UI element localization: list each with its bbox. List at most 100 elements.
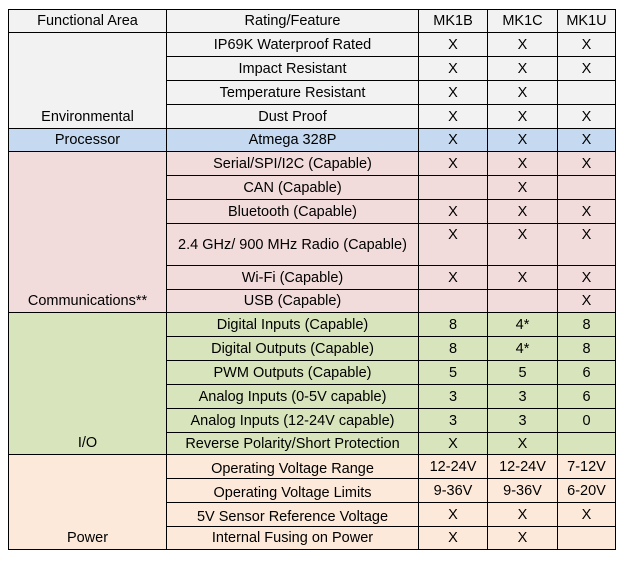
value-cell: X xyxy=(557,199,616,224)
value-cell: X xyxy=(557,32,616,57)
value-cell: 4* xyxy=(487,336,558,361)
feature-cell: Serial/SPI/I2C (Capable) xyxy=(166,151,419,176)
area-communications: Communications** xyxy=(8,151,167,313)
value-cell: 7-12V xyxy=(557,454,616,479)
feature-cell: CAN (Capable) xyxy=(166,175,419,200)
header-functional-area: Functional Area xyxy=(8,9,167,33)
value-cell: X xyxy=(557,56,616,81)
value-cell: 6-20V xyxy=(557,478,616,503)
table-row: Communications** Serial/SPI/I2C (Capable… xyxy=(8,151,616,313)
value-cell: X xyxy=(557,151,616,176)
value-cell: X xyxy=(557,265,616,290)
feature-cell: Atmega 328P xyxy=(166,128,419,152)
value-cell: 9-36V xyxy=(418,478,488,503)
value-cell: 6 xyxy=(557,360,616,385)
feature-cell: Analog Inputs (0-5V capable) xyxy=(166,384,419,409)
header-row: Functional Area Rating/Feature MK1B MK1C… xyxy=(8,9,616,33)
value-cell: 8 xyxy=(557,312,616,337)
value-cell: 3 xyxy=(487,384,558,409)
header-model-mk1u: MK1U xyxy=(557,9,616,33)
value-cell: 8 xyxy=(418,312,488,337)
feature-cell: Digital Inputs (Capable) xyxy=(166,312,419,337)
value-cell: X xyxy=(487,128,558,152)
value-cell: X xyxy=(418,104,488,129)
value-cell: X xyxy=(418,526,488,550)
area-io: I/O xyxy=(8,312,167,455)
value-cell: 9-36V xyxy=(487,478,558,503)
value-cell: X xyxy=(557,128,616,152)
value-cell: X xyxy=(557,104,616,129)
value-cell: X xyxy=(418,56,488,81)
feature-cell: 2.4 GHz/ 900 MHz Radio (Capable) xyxy=(166,223,419,266)
value-cell: 5 xyxy=(418,360,488,385)
value-cell xyxy=(487,289,558,313)
value-cell: X xyxy=(487,151,558,176)
value-cell: X xyxy=(418,80,488,105)
value-cell: 12-24V xyxy=(487,454,558,479)
value-cell: X xyxy=(418,265,488,290)
value-cell: X xyxy=(487,80,558,105)
value-cell: X xyxy=(418,432,488,455)
value-cell xyxy=(418,289,488,313)
value-cell: 5 xyxy=(487,360,558,385)
value-cell: 8 xyxy=(418,336,488,361)
value-cell: X xyxy=(557,223,616,266)
area-environmental: Environmental xyxy=(8,32,167,129)
feature-cell: Dust Proof xyxy=(166,104,419,129)
value-cell xyxy=(557,175,616,200)
value-cell: X xyxy=(487,223,558,266)
feature-cell: 5V Sensor Reference Voltage xyxy=(166,502,419,527)
value-cell: 3 xyxy=(418,408,488,433)
value-cell: 4* xyxy=(487,312,558,337)
feature-cell: Bluetooth (Capable) xyxy=(166,199,419,224)
value-cell: X xyxy=(418,223,488,266)
table-row: Processor Atmega 328P X X X xyxy=(8,128,616,152)
value-cell xyxy=(557,526,616,550)
table-row: Impact Resistant X X X xyxy=(8,56,616,81)
feature-cell: Analog Inputs (12-24V capable) xyxy=(166,408,419,433)
feature-cell: Digital Outputs (Capable) xyxy=(166,336,419,361)
feature-cell: Operating Voltage Limits xyxy=(166,478,419,503)
header-rating-feature: Rating/Feature xyxy=(166,9,419,33)
value-cell: X xyxy=(418,199,488,224)
value-cell: X xyxy=(487,526,558,550)
value-cell: 12-24V xyxy=(418,454,488,479)
value-cell: X xyxy=(487,32,558,57)
value-cell: 6 xyxy=(557,384,616,409)
table-row: Digital Outputs (Capable) 8 4* 8 xyxy=(8,336,616,361)
value-cell: X xyxy=(418,128,488,152)
value-cell: X xyxy=(487,265,558,290)
value-cell: X xyxy=(487,432,558,455)
spec-table-container: Functional Area Rating/Feature MK1B MK1C… xyxy=(8,9,616,550)
table-row: Environmental IP69K Waterproof Rated X X… xyxy=(8,32,616,129)
header-model-mk1b: MK1B xyxy=(418,9,488,33)
value-cell: 0 xyxy=(557,408,616,433)
feature-cell: Internal Fusing on Power xyxy=(166,526,419,550)
value-cell: X xyxy=(487,175,558,200)
value-cell: X xyxy=(487,56,558,81)
value-cell: 3 xyxy=(487,408,558,433)
value-cell: X xyxy=(557,502,616,527)
area-power: Power xyxy=(8,454,167,550)
feature-cell: USB (Capable) xyxy=(166,289,419,313)
feature-cell: PWM Outputs (Capable) xyxy=(166,360,419,385)
value-cell: 8 xyxy=(557,336,616,361)
feature-cell: Temperature Resistant xyxy=(166,80,419,105)
value-cell: X xyxy=(557,289,616,313)
value-cell: X xyxy=(487,199,558,224)
value-cell xyxy=(557,80,616,105)
value-cell: X xyxy=(487,502,558,527)
value-cell: X xyxy=(418,151,488,176)
area-processor: Processor xyxy=(8,128,167,152)
value-cell xyxy=(418,175,488,200)
value-cell: X xyxy=(418,32,488,57)
value-cell: X xyxy=(487,104,558,129)
table-row: I/O Digital Inputs (Capable) 8 4* 8 xyxy=(8,312,616,455)
feature-cell: Impact Resistant xyxy=(166,56,419,81)
value-cell: 3 xyxy=(418,384,488,409)
feature-comparison-table: Functional Area Rating/Feature MK1B MK1C… xyxy=(8,9,616,550)
feature-cell: Reverse Polarity/Short Protection xyxy=(166,432,419,455)
header-model-mk1c: MK1C xyxy=(487,9,558,33)
feature-cell: Wi-Fi (Capable) xyxy=(166,265,419,290)
value-cell: X xyxy=(418,502,488,527)
